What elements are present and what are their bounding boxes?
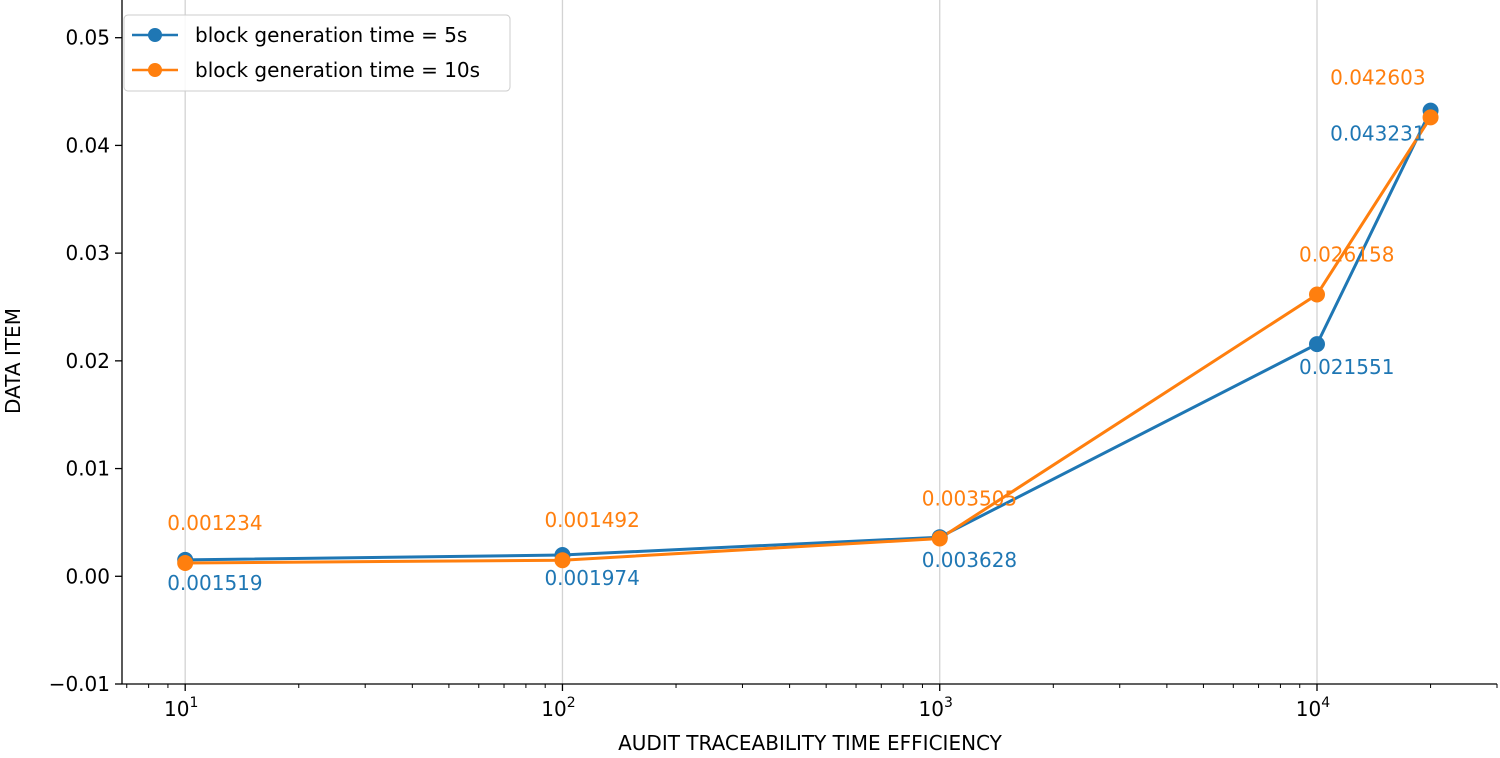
x-tick-label: 102 [541,695,575,721]
y-tick-label: 0.02 [65,349,110,373]
legend-label-5s: block generation time = 5s [195,23,467,47]
y-tick-label: 0.05 [65,26,110,50]
data-label: 0.001234 [167,511,262,535]
legend: block generation time = 5s block generat… [123,14,511,92]
data-point [1422,109,1439,126]
data-point [1308,286,1325,303]
x-tick-label: 101 [164,695,198,721]
x-axis-label: AUDIT TRACEABILITY TIME EFFICIENCY [618,731,1003,754]
axes [121,0,1497,685]
data-label: 0.001519 [167,571,262,595]
legend-marker-10s [148,63,162,77]
data-label: 0.001974 [544,566,639,590]
data-label: 0.001492 [544,508,639,532]
data-point [1308,336,1325,353]
data-label: 0.042603 [1330,65,1425,89]
data-label: 0.021551 [1299,355,1394,379]
ticks: 101 102 103 104 −0.01 0.00 0.01 0.02 0.03 0.04 0.0… [49,26,1498,721]
x-tick-label: 104 [1296,695,1330,721]
data-label: 0.043231 [1330,122,1425,146]
series-line-2 [185,116,1432,565]
legend-box [123,14,511,92]
legend-marker-5s [148,28,162,42]
data-point [554,552,571,569]
grid [184,0,1318,684]
y-tick-label: 0.04 [65,133,110,157]
series-layer: 0.001519 0.001974 0.003628 0.021551 0.043231… [167,65,1439,595]
data-point [177,554,194,571]
y-tick-label: −0.01 [49,672,110,696]
y-tick-label: 0.00 [65,564,110,588]
legend-label-10s: block generation time = 10s [195,58,480,82]
x-tick-label: 103 [919,695,953,721]
y-axis-label: DATA ITEM [1,308,25,414]
y-tick-label: 0.03 [65,241,110,265]
data-point [931,530,948,547]
data-label: 0.003628 [922,548,1017,572]
data-label: 0.026158 [1299,243,1394,267]
data-label: 0.003505 [922,487,1017,511]
series-line-1 [185,109,1432,562]
y-tick-label: 0.01 [65,457,110,481]
